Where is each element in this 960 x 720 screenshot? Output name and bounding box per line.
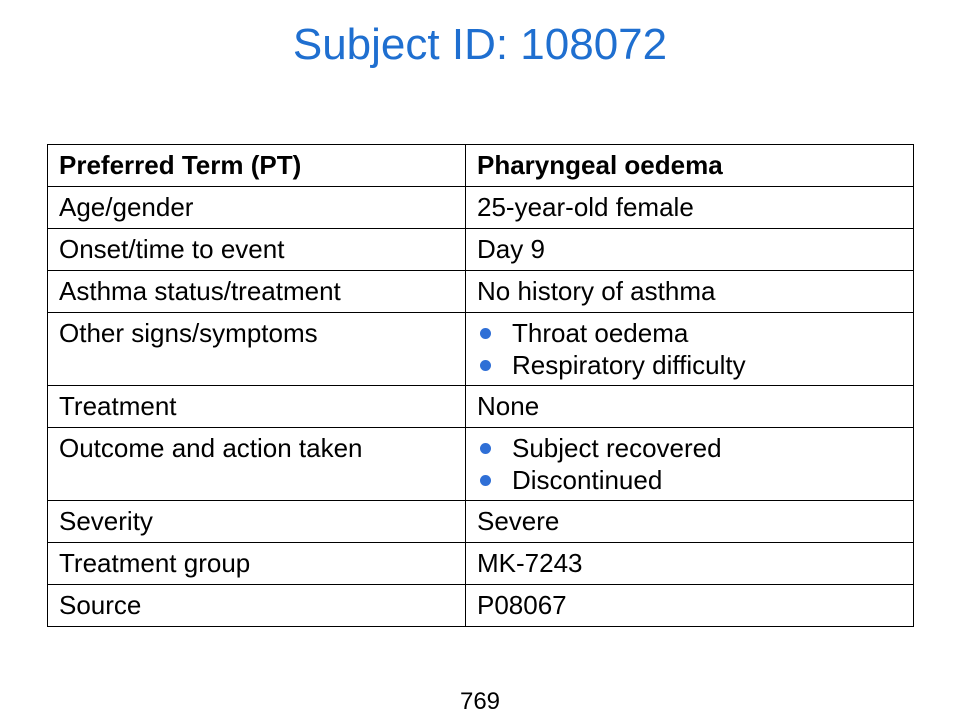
bullet-icon <box>480 328 491 339</box>
list-item: Subject recovered <box>477 432 903 464</box>
table-row-age-gender: Age/gender 25-year-old female <box>48 187 914 229</box>
list-item-text: Throat oedema <box>512 318 688 348</box>
row-label: Other signs/symptoms <box>48 313 466 386</box>
row-label: Severity <box>48 501 466 543</box>
row-value: 25-year-old female <box>466 187 914 229</box>
table-row-source: Source P08067 <box>48 585 914 627</box>
list-item-text: Subject recovered <box>512 433 722 463</box>
table-row-other-signs: Other signs/symptoms Throat oedema Respi… <box>48 313 914 386</box>
table-header-row: Preferred Term (PT) Pharyngeal oedema <box>48 145 914 187</box>
table-row-treatment: Treatment None <box>48 386 914 428</box>
bullet-icon <box>480 475 491 486</box>
row-value: None <box>466 386 914 428</box>
adverse-event-table: Preferred Term (PT) Pharyngeal oedema Ag… <box>47 144 914 627</box>
header-label-cell: Preferred Term (PT) <box>48 145 466 187</box>
table-row-severity: Severity Severe <box>48 501 914 543</box>
row-label: Treatment <box>48 386 466 428</box>
row-value: Severe <box>466 501 914 543</box>
bullet-icon <box>480 360 491 371</box>
row-label: Outcome and action taken <box>48 428 466 501</box>
list-item-text: Respiratory difficulty <box>512 350 746 380</box>
list-item: Discontinued <box>477 464 903 496</box>
symptom-list: Throat oedema Respiratory difficulty <box>477 317 903 381</box>
list-item: Throat oedema <box>477 317 903 349</box>
row-value: Throat oedema Respiratory difficulty <box>466 313 914 386</box>
page-title: Subject ID: 108072 <box>0 18 960 72</box>
table-row-asthma: Asthma status/treatment No history of as… <box>48 271 914 313</box>
row-value: Day 9 <box>466 229 914 271</box>
table-row-outcome: Outcome and action taken Subject recover… <box>48 428 914 501</box>
list-item-text: Discontinued <box>512 465 662 495</box>
row-value: P08067 <box>466 585 914 627</box>
row-label: Treatment group <box>48 543 466 585</box>
row-label: Onset/time to event <box>48 229 466 271</box>
table-row-treatment-group: Treatment group MK-7243 <box>48 543 914 585</box>
list-item: Respiratory difficulty <box>477 349 903 381</box>
page-number: 769 <box>0 688 960 716</box>
row-label: Source <box>48 585 466 627</box>
bullet-icon <box>480 443 491 454</box>
row-label: Asthma status/treatment <box>48 271 466 313</box>
row-value: Subject recovered Discontinued <box>466 428 914 501</box>
row-value: No history of asthma <box>466 271 914 313</box>
row-value: MK-7243 <box>466 543 914 585</box>
header-value-cell: Pharyngeal oedema <box>466 145 914 187</box>
table-row-onset: Onset/time to event Day 9 <box>48 229 914 271</box>
row-label: Age/gender <box>48 187 466 229</box>
outcome-list: Subject recovered Discontinued <box>477 432 903 496</box>
